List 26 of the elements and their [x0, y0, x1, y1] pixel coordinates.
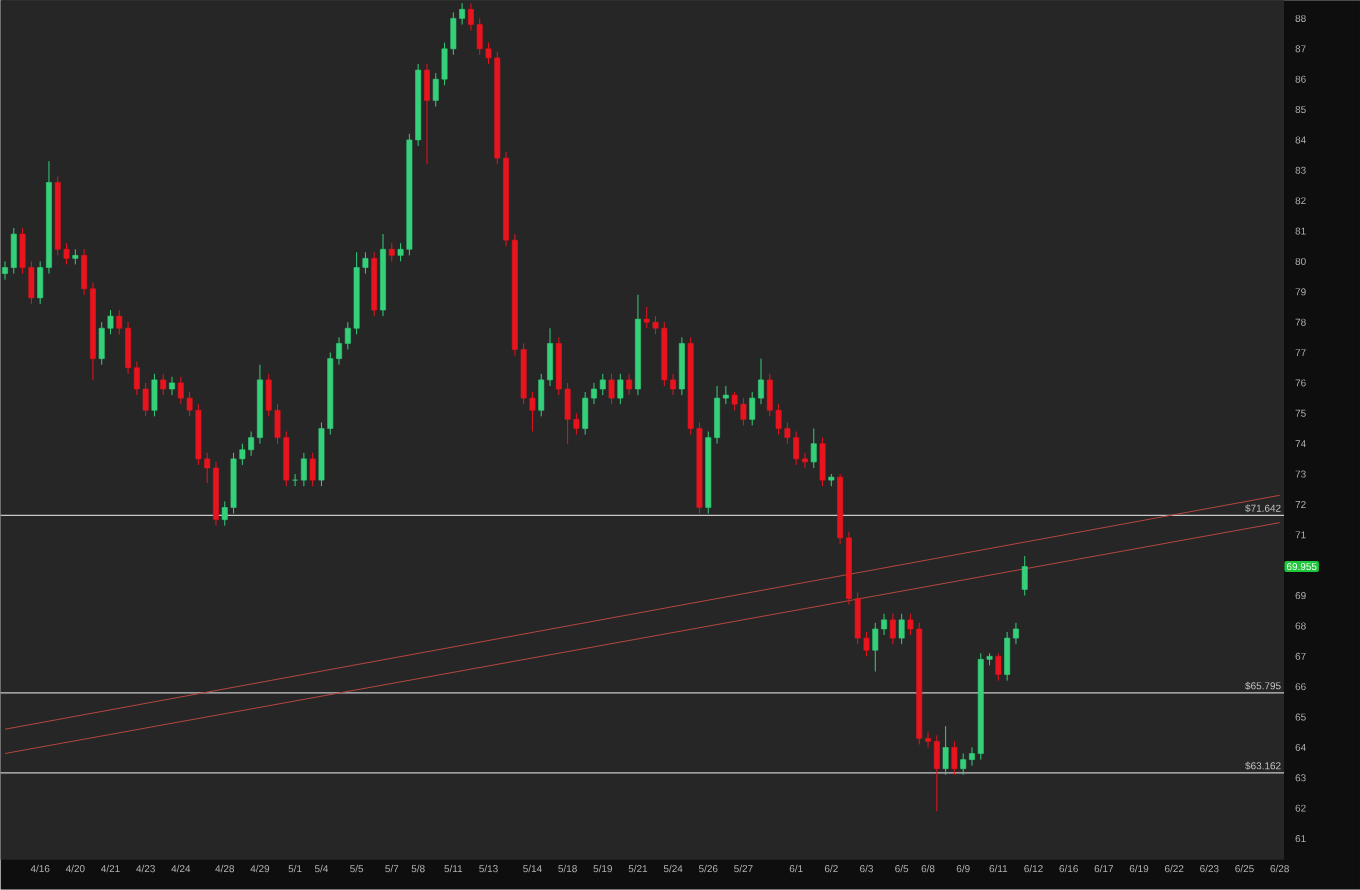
candlestick [388, 242, 395, 263]
candlestick [889, 613, 896, 645]
candlestick [678, 336, 685, 396]
candlestick [626, 373, 633, 396]
candlestick [819, 437, 826, 487]
candlestick [582, 391, 589, 436]
candlestick [151, 373, 158, 417]
candlestick [872, 622, 879, 673]
candlestick [300, 452, 307, 487]
candlestick [169, 376, 175, 396]
candlestick [608, 373, 615, 405]
candlestick [933, 734, 940, 812]
candlestick [309, 452, 316, 487]
candlestick [960, 753, 967, 776]
candlestick [995, 652, 1002, 682]
candlestick [898, 613, 905, 645]
candlestick [599, 373, 606, 396]
candlestick [1004, 631, 1011, 682]
candlestick [10, 227, 17, 275]
candlestick [951, 740, 958, 776]
candlestick [424, 63, 430, 165]
candlestick [942, 725, 949, 776]
candlestick [617, 373, 624, 405]
candlestick [1021, 555, 1028, 597]
candlestick [160, 373, 167, 396]
candlestick [810, 428, 817, 469]
